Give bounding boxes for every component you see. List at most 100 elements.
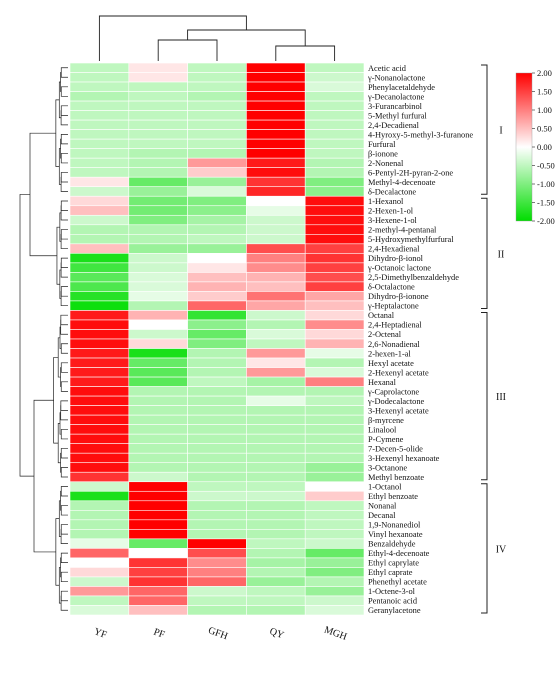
heatmap-cell: [304, 576, 365, 587]
heatmap-cell: [69, 291, 130, 302]
heatmap-cell: [304, 433, 365, 444]
heatmap-cell: [187, 376, 247, 387]
dendrogram-branch: [60, 229, 68, 240]
heatmap-cell: [246, 510, 306, 521]
heatmap-cell: [187, 395, 247, 406]
row-label: 2-Hexenyl acetate: [368, 368, 429, 377]
row-label: 2-Hexen-1-ol: [368, 207, 414, 216]
heatmap-cell: [69, 186, 130, 197]
heatmap-cell: [128, 595, 188, 606]
heatmap-cell: [246, 310, 306, 321]
row-label: 4-Hyroxy-5-methyl-3-furanone: [368, 130, 473, 139]
heatmap-cell: [128, 110, 188, 121]
dendrogram-branch: [60, 105, 68, 116]
heatmap-cell: [304, 205, 365, 216]
heatmap-cell: [187, 510, 247, 521]
heatmap-cell: [246, 62, 306, 73]
dendrogram-branch: [19, 194, 34, 477]
column-dendrogram: [98, 15, 336, 61]
dendrogram-branch: [60, 314, 68, 326]
heatmap-cell: [246, 253, 306, 264]
heatmap-cell: [304, 138, 365, 149]
heatmap-cell: [128, 529, 188, 540]
heatmap-cell: [128, 62, 188, 73]
heatmap-cell: [128, 481, 188, 492]
heatmap-cells: [69, 62, 365, 616]
row-dendrogram: [19, 67, 68, 611]
heatmap-cell: [69, 167, 130, 178]
heatmap-cell: [187, 452, 247, 464]
heatmap-cell: [304, 272, 365, 283]
row-label: Geranylacetone: [368, 606, 421, 615]
heatmap-cell: [246, 167, 306, 178]
heatmap-cell: [246, 329, 306, 340]
heatmap-cell: [246, 386, 306, 397]
heatmap-cell: [69, 605, 130, 616]
heatmap-cell: [69, 310, 130, 321]
heatmap-cell: [187, 433, 247, 444]
cluster-bracket: [481, 483, 488, 614]
dendrogram-branch: [60, 205, 68, 221]
heatmap-cell: [69, 243, 130, 254]
dendrogram-branch: [60, 362, 68, 373]
legend-tick-label: 0.00: [537, 142, 552, 152]
heatmap-cell: [187, 405, 247, 416]
heatmap-cell: [304, 329, 365, 340]
column-label: MGH: [323, 624, 349, 642]
heatmap-cell: [187, 481, 247, 492]
dendrogram-branch: [60, 524, 68, 535]
dendrogram-branch: [60, 595, 68, 611]
heatmap-cell: [246, 195, 306, 207]
heatmap-cell: [187, 157, 247, 168]
heatmap-cell: [246, 490, 306, 502]
row-label: γ-Caprolactone: [367, 387, 419, 396]
heatmap-cell: [69, 471, 130, 483]
dendrogram-branch: [60, 153, 68, 164]
heatmap-cell: [69, 519, 130, 530]
heatmap-cell: [69, 567, 130, 578]
row-label: 3-Hexenyl hexanoate: [368, 454, 440, 463]
dendrogram-branch: [60, 467, 68, 478]
heatmap-cell: [128, 471, 188, 483]
heatmap-cell: [69, 100, 130, 111]
heatmap-cell: [128, 100, 188, 111]
row-label: 1-Octanol: [368, 483, 402, 492]
heatmap-cell: [246, 243, 306, 254]
heatmap-cell: [246, 319, 306, 330]
heatmap-cell: [187, 586, 247, 597]
row-label: Ethyl benzoate: [368, 492, 418, 501]
heatmap-cell: [187, 414, 247, 425]
legend-colorbar: [515, 72, 533, 222]
heatmap-cell: [128, 167, 188, 178]
heatmap-cell: [128, 253, 188, 264]
dendrogram-branch: [60, 262, 68, 278]
row-label: Ethyl-4-decenoate: [368, 549, 430, 558]
row-label: 2,6-Nonadienal: [368, 340, 421, 349]
row-label: 6-Pentyl-2H-pyran-2-one: [368, 168, 453, 177]
legend-tick-label: -2.00: [537, 216, 555, 226]
heatmap-cell: [187, 443, 247, 454]
heatmap-cell: [246, 281, 306, 292]
dendrogram-branch: [157, 39, 218, 61]
heatmap-cell: [128, 405, 188, 416]
heatmap-cell: [304, 405, 365, 416]
heatmap-cell: [187, 557, 247, 568]
heatmap-cell: [304, 605, 365, 616]
heatmap-cell: [69, 586, 130, 597]
heatmap-cell: [304, 167, 365, 178]
heatmap-cell: [69, 224, 130, 235]
heatmap-cell: [187, 538, 247, 549]
heatmap-cell: [246, 443, 306, 454]
heatmap-cell: [304, 253, 365, 264]
heatmap-cell: [187, 205, 247, 216]
dendrogram-branch: [60, 286, 68, 297]
heatmap-cell: [187, 167, 247, 178]
dendrogram-branch: [60, 233, 68, 249]
dendrogram-branch: [60, 528, 68, 544]
heatmap-cell: [304, 148, 365, 159]
heatmap-cell: [246, 529, 306, 540]
heatmap-cell: [187, 253, 247, 264]
heatmap-cell: [304, 214, 365, 226]
heatmap-cell: [304, 586, 365, 597]
heatmap-cell: [304, 395, 365, 406]
